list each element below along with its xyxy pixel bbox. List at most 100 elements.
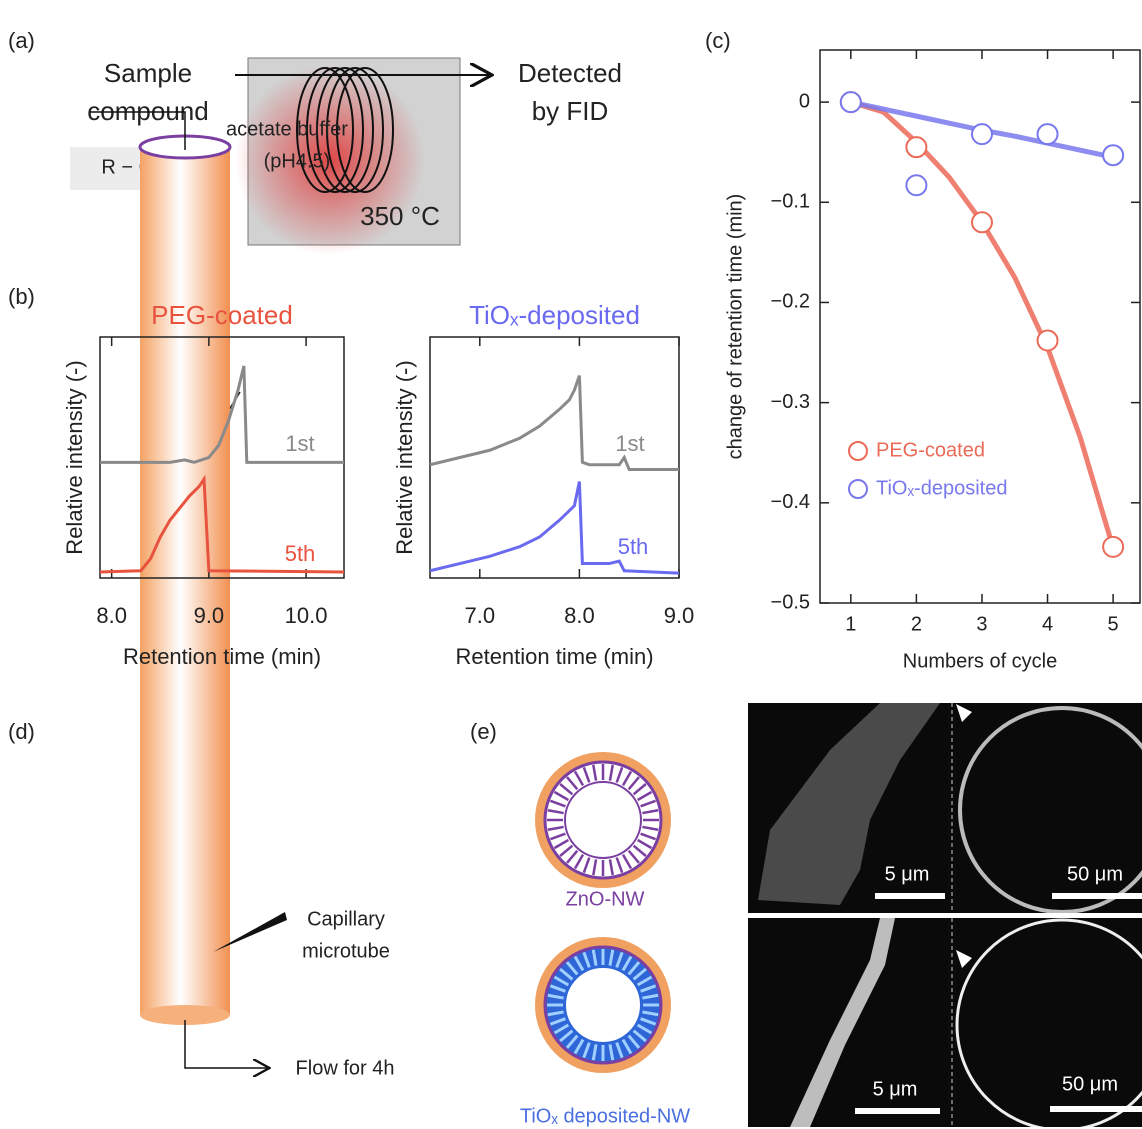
- line: [429, 481, 680, 575]
- tube-label: microtube: [302, 940, 390, 962]
- panel-label: (c): [705, 28, 731, 53]
- x-tick-label: 4: [1042, 613, 1053, 635]
- y-tick-label: −0.5: [771, 591, 810, 613]
- spoke: [549, 832, 566, 841]
- line: [429, 375, 679, 472]
- scale-label: 5 μm: [885, 863, 930, 885]
- spoke: [640, 799, 657, 808]
- y-tick-label: −0.2: [771, 291, 810, 313]
- series-label: 5th: [285, 541, 316, 566]
- x-tick-label: 9.0: [664, 603, 695, 628]
- legend-label: TiOₓ-deposited: [876, 477, 1007, 499]
- chart-title: PEG-coated: [151, 300, 293, 330]
- pointer: [956, 704, 972, 722]
- spoke: [549, 984, 566, 993]
- spoke: [621, 955, 633, 972]
- series-label: 5th: [618, 534, 649, 559]
- spoke: [582, 857, 591, 874]
- legend-marker: [848, 441, 868, 461]
- y-tick-label: −0.4: [771, 491, 810, 513]
- panel-e: ZnO-NW TiOₓ deposited-NW 5 μm 50 μm 5 μm…: [520, 703, 1142, 1127]
- sem-texture: [790, 918, 895, 1127]
- spoke: [592, 764, 598, 781]
- point: [839, 91, 862, 114]
- tube: [140, 147, 230, 1015]
- outlet-line: [184, 1020, 268, 1068]
- x-tick-label: 7.0: [465, 603, 496, 628]
- x-tick-label: 5: [1108, 613, 1119, 635]
- output-label: Detected: [518, 58, 622, 88]
- spoke: [573, 1038, 585, 1055]
- y-tick-label: −0.3: [771, 391, 810, 413]
- scale-bar: [855, 1108, 940, 1114]
- y-tick-label: 0: [799, 90, 810, 112]
- plot-frame: [429, 336, 680, 579]
- spoke: [642, 809, 659, 815]
- spoke: [642, 993, 659, 1000]
- x-tick-label: 10.0: [285, 603, 328, 628]
- spoke: [627, 961, 641, 976]
- spoke: [553, 975, 570, 987]
- spoke: [637, 790, 653, 802]
- point: [1102, 144, 1125, 167]
- spoke: [608, 764, 614, 781]
- point: [1036, 329, 1059, 352]
- spoke: [566, 849, 579, 864]
- plot-frame: [819, 49, 1141, 604]
- buffer-label: (pH4.5): [264, 150, 331, 172]
- scale-label: 50 μm: [1062, 1073, 1118, 1095]
- ring-label: ZnO-NW: [566, 888, 645, 910]
- tube-label: Capillary: [307, 908, 385, 930]
- sem-texture: [758, 703, 940, 905]
- spoke: [627, 1034, 641, 1049]
- spoke: [553, 790, 569, 802]
- spoke: [553, 1023, 570, 1035]
- spoke: [640, 832, 657, 841]
- spoke: [582, 951, 591, 968]
- spoke: [547, 809, 564, 815]
- point: [905, 136, 928, 159]
- x-tick-label: 9.0: [194, 603, 225, 628]
- x-axis-label: Retention time (min): [123, 644, 321, 669]
- spoke: [549, 1017, 566, 1026]
- spoke: [592, 859, 598, 876]
- input-label: Sample: [104, 58, 192, 88]
- point: [970, 123, 993, 146]
- spoke: [573, 955, 585, 972]
- ring-core: [564, 781, 642, 859]
- spoke: [573, 770, 585, 786]
- buffer-label: acetate buffer: [226, 118, 348, 140]
- spoke: [591, 949, 598, 966]
- spoke: [559, 967, 574, 981]
- spoke: [549, 799, 566, 808]
- legend-marker: [848, 479, 868, 499]
- point: [905, 174, 928, 197]
- spoke: [565, 961, 579, 976]
- scale-label: 50 μm: [1067, 863, 1123, 885]
- x-tick-label: 8.0: [96, 603, 127, 628]
- y-axis-label: Relative intensity (-): [392, 360, 417, 554]
- spoke: [627, 849, 640, 864]
- coil: [296, 67, 394, 193]
- spoke: [642, 1010, 659, 1017]
- spoke: [642, 825, 659, 831]
- spoke: [547, 825, 564, 831]
- spoke: [566, 776, 579, 791]
- scale-bar: [1050, 1106, 1142, 1112]
- spoke: [559, 1029, 574, 1043]
- spoke: [591, 1044, 598, 1061]
- spoke: [559, 844, 574, 857]
- flow-label: Flow for 4h: [296, 1057, 395, 1079]
- spoke: [582, 1042, 591, 1059]
- spoke: [632, 967, 647, 981]
- scale-bar: [875, 893, 945, 899]
- spoke: [621, 854, 633, 870]
- line: [99, 474, 345, 574]
- pointer: [956, 950, 972, 968]
- line: [100, 365, 344, 464]
- spoke: [621, 770, 633, 786]
- ring-core: [564, 966, 642, 1044]
- spoke: [637, 838, 653, 850]
- series-label: 1st: [285, 431, 314, 456]
